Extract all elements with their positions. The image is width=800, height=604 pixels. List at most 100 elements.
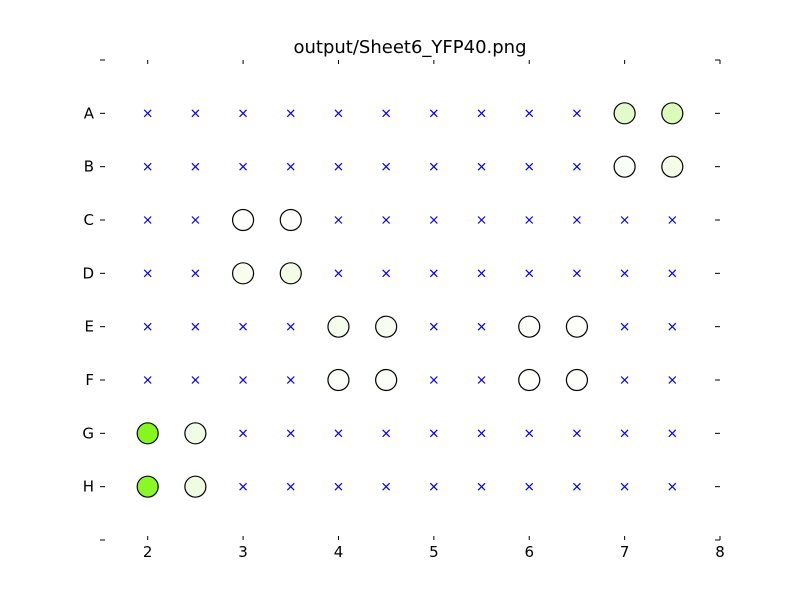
empty-well-point [334, 162, 343, 171]
empty-well-point [239, 429, 248, 438]
empty-well-point [239, 376, 248, 384]
y-tick-label: A [84, 104, 95, 122]
y-tick-label: E [85, 318, 94, 336]
empty-well-point [477, 269, 486, 278]
empty-well-point [572, 482, 581, 491]
filled-well-point [565, 315, 589, 338]
empty-well-point [143, 322, 152, 331]
empty-well-point [525, 109, 534, 118]
empty-well-point [429, 269, 438, 278]
filled-well-point [375, 368, 398, 392]
empty-well-point [334, 216, 343, 224]
filled-well-point [279, 208, 302, 232]
empty-well-point [334, 269, 343, 278]
empty-well-point [239, 162, 248, 171]
empty-well-point [143, 269, 152, 278]
empty-well-point [382, 109, 391, 118]
empty-well-point [525, 482, 534, 491]
empty-well-point [382, 269, 391, 278]
empty-well-point [429, 162, 438, 171]
empty-well-point [668, 269, 677, 278]
empty-well-markers [143, 109, 677, 491]
y-tick-label: F [85, 371, 94, 389]
x-tick-label: 7 [620, 543, 630, 561]
empty-well-point [572, 162, 581, 171]
empty-well-point [525, 269, 534, 278]
empty-well-point [668, 376, 677, 384]
y-tick-label: B [84, 158, 94, 176]
empty-well-point [668, 216, 677, 224]
empty-well-point [286, 429, 295, 438]
x-tick-label: 4 [334, 543, 344, 561]
empty-well-point [429, 482, 438, 491]
filled-well-point [518, 368, 541, 392]
empty-well-point [477, 482, 486, 491]
empty-well-point [191, 109, 200, 118]
empty-well-point [477, 322, 486, 331]
empty-well-point [191, 216, 200, 224]
empty-well-point [620, 216, 629, 224]
empty-well-point [334, 109, 343, 118]
filled-well-point [136, 475, 159, 498]
filled-well-point [565, 368, 589, 392]
empty-well-point [620, 429, 629, 438]
empty-well-point [429, 376, 438, 384]
empty-well-point [382, 429, 391, 438]
empty-well-point [525, 429, 534, 438]
empty-well-point [239, 109, 248, 118]
empty-well-point [668, 429, 677, 438]
x-tick-label: 8 [715, 543, 725, 561]
filled-well-point [518, 315, 541, 338]
empty-well-point [191, 269, 200, 278]
empty-well-point [668, 322, 677, 331]
y-tick-label: G [82, 424, 94, 442]
empty-well-point [620, 322, 629, 331]
empty-well-point [382, 216, 391, 224]
filled-well-point [184, 475, 207, 498]
filled-well-point [375, 315, 398, 338]
empty-well-point [382, 162, 391, 171]
filled-well-point [184, 422, 207, 445]
y-tick-label: C [84, 211, 94, 229]
empty-well-point [239, 322, 248, 331]
x-tick-label: 6 [524, 543, 534, 561]
empty-well-point [286, 322, 295, 331]
empty-well-point [239, 482, 248, 491]
x-tick-label: 3 [238, 543, 248, 561]
filled-well-point [279, 262, 302, 285]
empty-well-point [429, 216, 438, 224]
filled-well-point [661, 102, 684, 125]
empty-well-point [286, 109, 295, 118]
empty-well-point [382, 482, 391, 491]
filled-well-point [613, 102, 636, 125]
filled-well-point [661, 155, 684, 178]
empty-well-point [477, 162, 486, 171]
y-tick-labels: A B C D E F G H [82, 104, 94, 495]
empty-well-point [143, 109, 152, 118]
empty-well-point [429, 109, 438, 118]
filled-well-point [327, 368, 350, 392]
empty-well-point [191, 322, 200, 331]
empty-well-point [191, 162, 200, 171]
empty-well-point [477, 376, 486, 384]
empty-well-point [286, 376, 295, 384]
empty-well-point [572, 269, 581, 278]
empty-well-point [334, 482, 343, 491]
x-tick-label: 5 [429, 543, 439, 561]
empty-well-point [572, 216, 581, 224]
empty-well-point [334, 429, 343, 438]
empty-well-point [429, 322, 438, 331]
empty-well-point [525, 216, 534, 224]
empty-well-point [620, 376, 629, 384]
y-tick-label: H [83, 478, 94, 496]
y-tick-label: D [82, 264, 94, 282]
empty-well-point [143, 376, 152, 384]
empty-well-point [620, 482, 629, 491]
chart-title: output/Sheet6_YFP40.png [293, 37, 526, 58]
x-tick-labels: 2 3 4 5 6 7 8 [143, 543, 725, 561]
filled-well-point [136, 422, 159, 445]
filled-well-point [613, 155, 636, 178]
empty-well-point [572, 109, 581, 118]
empty-well-point [286, 162, 295, 171]
filled-well-markers [136, 102, 684, 498]
